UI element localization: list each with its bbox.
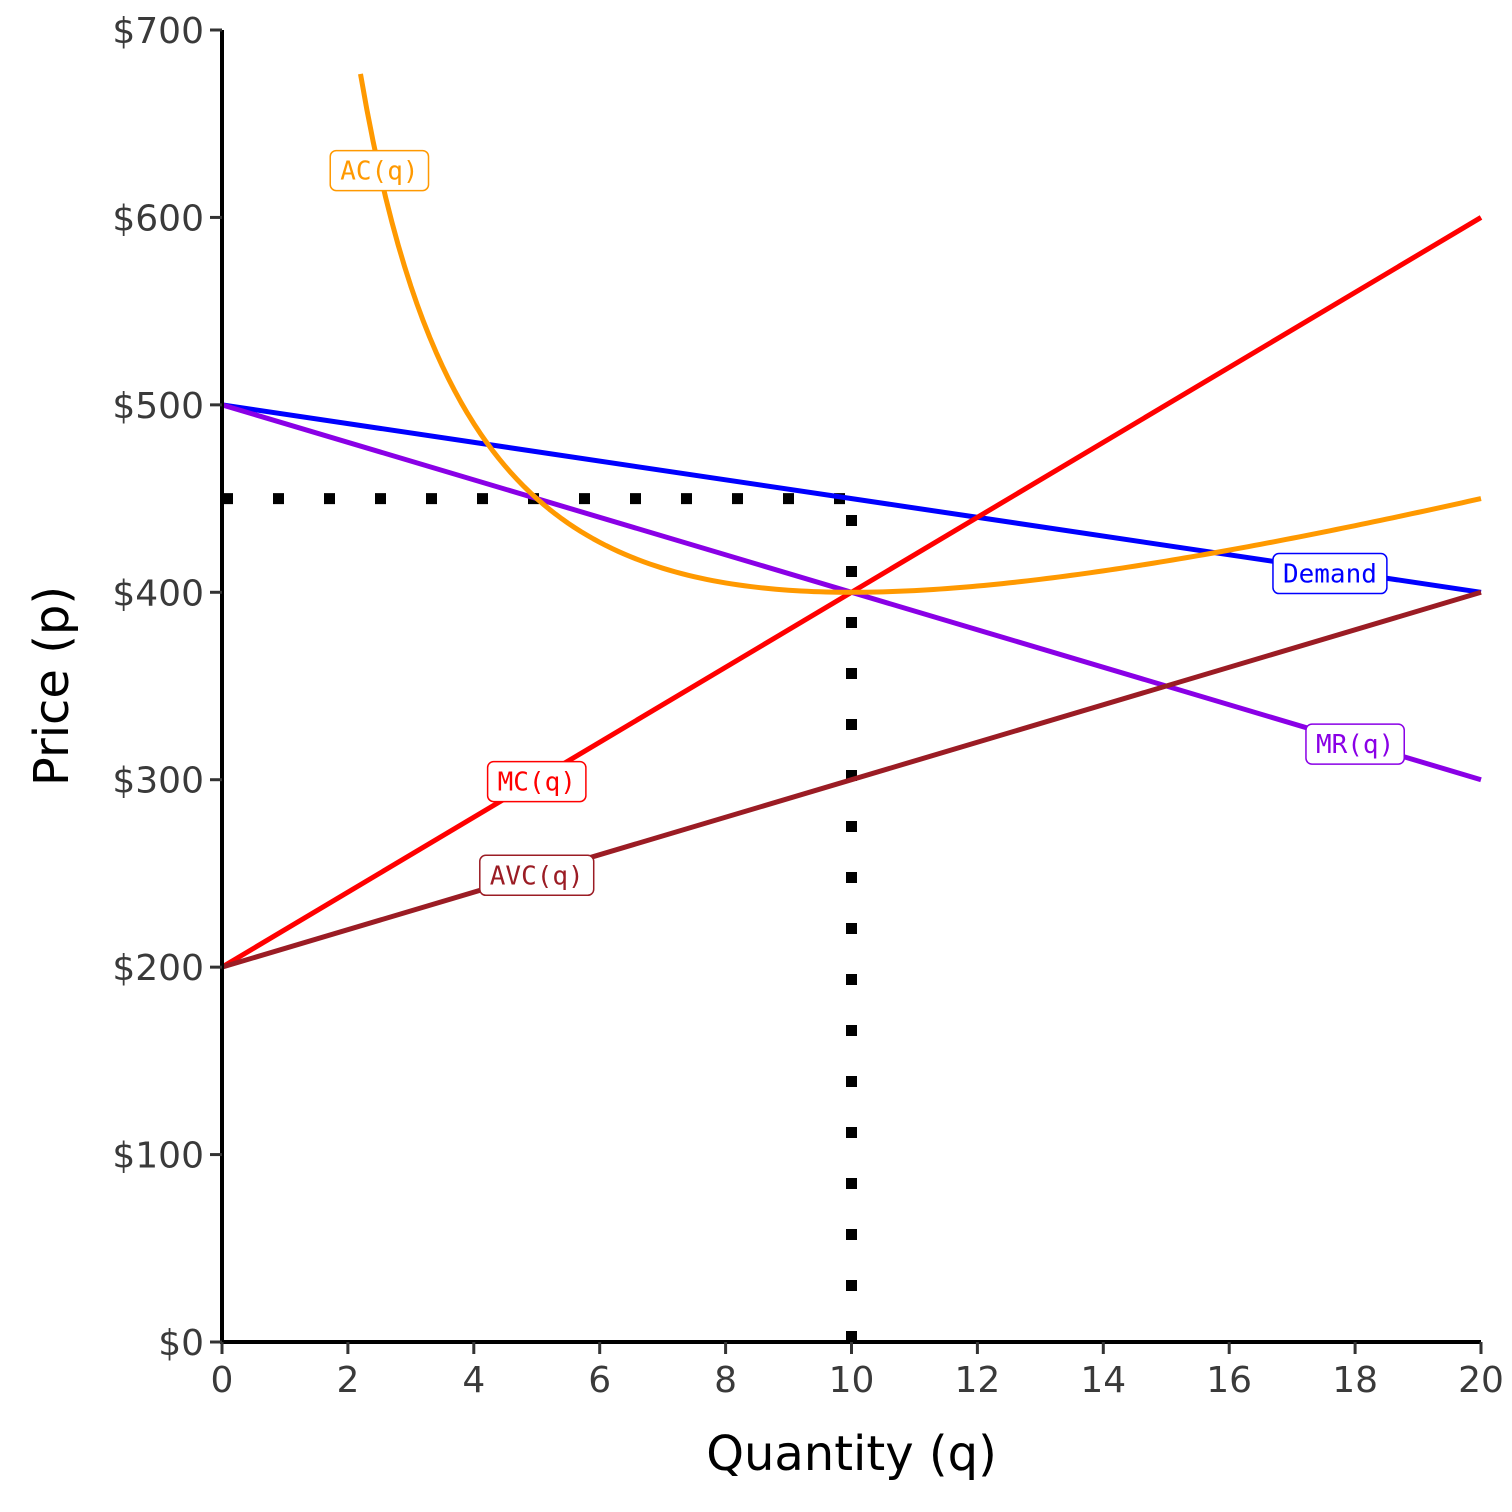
label-box [1305,723,1405,765]
avc-q-curve [221,589,1482,970]
y-tick-label: $0 [158,1323,204,1364]
y-tick-label: $200 [112,948,204,989]
label-text: AC(q) [340,157,418,187]
y-tick-label: $500 [112,386,204,427]
ticks: 0 2 4 6 8 10 12 14 16 18 20 $0 $100 $200 $300 $400 $500 $… [112,11,1504,1401]
x-tick-label: 8 [714,1360,737,1401]
x-tick-label: 10 [829,1360,875,1401]
x-tick-label: 0 [211,1360,234,1401]
x-tick-label: 14 [1080,1360,1126,1401]
y-tick-label: $700 [112,11,204,52]
reference-lines [222,493,857,1342]
label-box [1272,552,1388,595]
ac-q-label: AC(q) [329,149,430,192]
y-tick-label: $600 [112,198,204,239]
label-text: AVC(q) [490,861,584,891]
series-lines [220,73,1483,970]
mc-q-label: MC(q) [486,760,587,803]
x-tick-label: 2 [336,1360,359,1401]
y-tick-label: $300 [112,761,204,802]
label-box [329,149,430,192]
demand-curve [221,402,1482,595]
x-tick-label: 16 [1206,1360,1252,1401]
label-box [479,854,595,897]
y-tick-label: $100 [112,1136,204,1177]
mr-q-label: MR(q) [1305,723,1405,765]
x-tick-label: 6 [588,1360,611,1401]
x-tick-label: 4 [462,1360,485,1401]
x-tick-label: 18 [1332,1360,1378,1401]
ac-q-curve [358,73,1482,595]
y-axis-title: Price (p) [24,586,80,786]
label-text: MR(q) [1316,730,1394,760]
label-text: MC(q) [498,768,576,798]
label-box [486,760,587,803]
x-tick-label: 12 [954,1360,1000,1401]
label-text: Demand [1283,560,1377,590]
y-tick-label: $400 [112,573,204,614]
curve-labels: Demand MR(q) MC(q) AVC(q) AC(q) [329,149,1405,897]
demand-label: Demand [1272,552,1388,595]
x-axis-title: Quantity (q) [706,1426,997,1482]
avc-q-label: AVC(q) [479,854,595,897]
x-tick-label: 20 [1458,1360,1504,1401]
axes [220,30,1481,1344]
